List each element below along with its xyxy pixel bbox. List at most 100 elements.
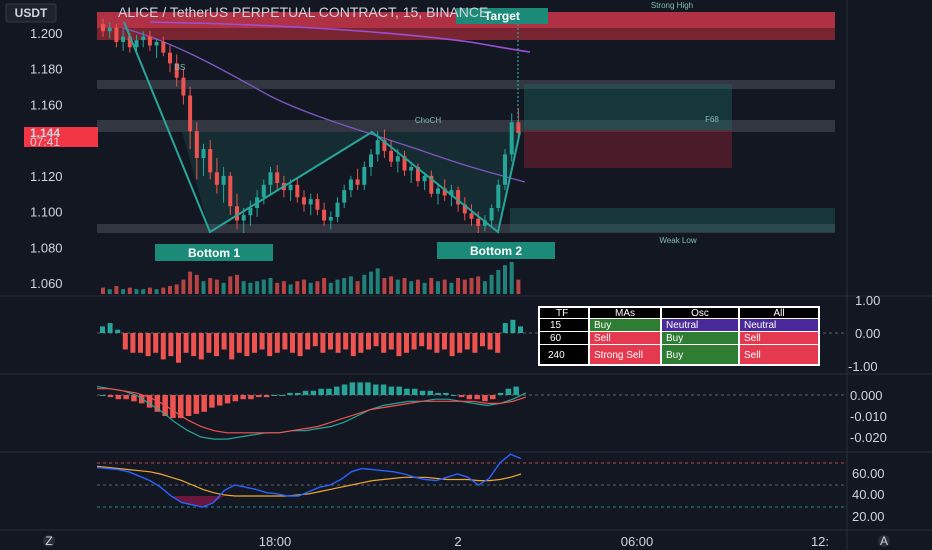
candle-body: [188, 95, 193, 132]
mtf-header-all: All: [773, 308, 784, 319]
volume-bar: [302, 279, 306, 294]
osc1-bar: [328, 333, 333, 350]
osc1-bar: [312, 333, 318, 347]
candle-body: [348, 179, 353, 191]
macd-tick-3: -0.020: [850, 430, 887, 445]
macd-hist-bar: [474, 395, 480, 400]
osc1-bar: [343, 333, 349, 350]
macd-hist-bar: [513, 386, 519, 395]
macd-hist-bar: [365, 382, 371, 395]
osc1-bar: [510, 319, 516, 333]
currency-badge[interactable]: [5, 3, 57, 23]
time-tick-4: 12:: [811, 534, 829, 549]
volume-bar: [147, 287, 152, 294]
macd-hist-bar: [170, 395, 176, 419]
candle-body: [322, 209, 327, 221]
mtf-row3-osc-bg: [662, 345, 738, 364]
candle-body: [154, 41, 159, 46]
osc1-bar: [419, 333, 425, 347]
macd-hist-bar: [357, 382, 363, 395]
osc1-bar: [388, 333, 394, 350]
candle-body: [402, 156, 407, 171]
volume-bar: [181, 279, 186, 294]
osc1-bar: [305, 333, 311, 350]
candle-body: [168, 52, 172, 64]
osc1-bar: [464, 333, 470, 350]
osc1-bar: [366, 333, 371, 350]
symbol-header: USDT ALICE / TetherUS PERPETUAL CONTRACT…: [5, 3, 488, 23]
volume-bar: [114, 286, 119, 294]
macd-hist-bar: [279, 395, 285, 396]
mtf-header-tf-bg: [540, 308, 588, 318]
zoom-reset-control[interactable]: Z: [43, 534, 55, 548]
volume-bar: [308, 282, 313, 294]
candle-body: [436, 188, 440, 194]
macd-hist-bar: [123, 395, 129, 400]
volume-bar: [188, 271, 193, 294]
volume-bar: [328, 282, 333, 294]
volume-bar: [121, 289, 126, 294]
mtf-row3-tf-bg: [540, 345, 588, 364]
candle-body: [228, 175, 233, 207]
volume-bar: [476, 276, 481, 294]
bottom-1-label: Bottom 1: [188, 246, 240, 260]
candle-body: [248, 208, 253, 216]
volume-bar: [241, 281, 246, 294]
mtf-row1-all-bg: [740, 319, 818, 331]
volume-bar: [462, 279, 467, 294]
volume-bar: [295, 281, 300, 294]
rsi-line: [96, 453, 522, 508]
macd-hist-bar: [443, 392, 449, 395]
mtf-header-mas-bg: [590, 308, 660, 318]
price-tick-7: 1.080: [30, 240, 63, 255]
auto-scale-icon[interactable]: [878, 535, 890, 547]
rsi-tick-3: 20.00: [852, 509, 885, 524]
osc1-bar: [160, 333, 166, 360]
auto-scale-control[interactable]: A: [878, 534, 890, 548]
macd-hist-bar: [373, 384, 379, 395]
osc1-bar: [350, 333, 356, 357]
mtf-row1-osc: Neutral: [666, 320, 698, 331]
osc1-bar: [206, 333, 212, 353]
volume-bar: [389, 276, 394, 294]
volume-bar: [482, 281, 487, 294]
mtf-header-mas: MAs: [615, 308, 635, 319]
volume-bar: [288, 284, 293, 294]
candle-body: [335, 202, 340, 217]
candle-body: [476, 218, 481, 226]
volume-bar: [415, 279, 420, 294]
osc1-bar: [335, 333, 341, 353]
mtf-table: TF MAs Osc All 15 Buy Neutral Neutral 60…: [538, 306, 820, 366]
osc1-bar: [115, 329, 121, 333]
volume-bar: [402, 278, 407, 294]
mtf-row3-mas-bg: [590, 345, 660, 364]
volume-bar: [161, 287, 166, 294]
candle-body: [482, 220, 487, 226]
candle-body: [181, 77, 186, 96]
macd-hist-bar: [146, 395, 153, 408]
macd-hist-bar: [380, 384, 387, 395]
weak-low-band: [97, 224, 835, 233]
time-tick-3: 06:00: [621, 534, 654, 549]
volume-bar: [342, 278, 347, 294]
candle-body: [147, 36, 152, 46]
macd-hist-bar: [334, 386, 340, 395]
volume-bars: [101, 262, 521, 294]
osc1-bar: [221, 333, 227, 350]
candle-body: [422, 175, 427, 182]
candle-body: [214, 172, 219, 185]
macd-hist-bar: [451, 395, 457, 396]
volume-bar: [375, 268, 380, 294]
resistance-band: [97, 80, 835, 89]
volume-bar: [261, 279, 266, 294]
macd-hist-bar: [435, 392, 441, 395]
mtf-header-osc-bg: [662, 308, 738, 318]
zoom-icon[interactable]: [43, 535, 55, 547]
macd-hist-bar: [271, 395, 278, 396]
choch-band: [97, 120, 835, 132]
candle-body: [489, 208, 494, 221]
osc1-bar: [168, 333, 174, 357]
rsi-oversold-fill: [171, 496, 225, 507]
